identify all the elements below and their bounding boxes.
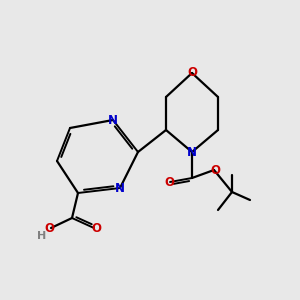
Text: O: O: [164, 176, 174, 188]
Text: O: O: [210, 164, 220, 176]
Text: O: O: [187, 67, 197, 80]
Text: N: N: [108, 113, 118, 127]
Text: O: O: [44, 221, 54, 235]
Text: N: N: [115, 182, 125, 194]
Text: H: H: [38, 231, 46, 241]
Text: N: N: [187, 146, 197, 158]
Text: O: O: [91, 221, 101, 235]
